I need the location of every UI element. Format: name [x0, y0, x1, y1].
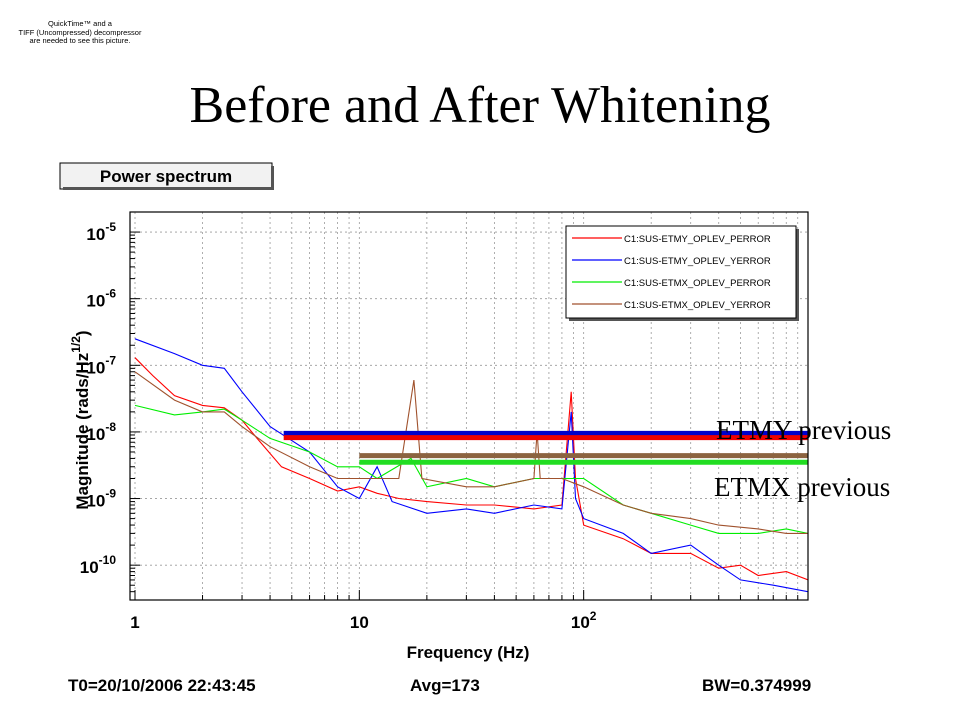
- y-tick-label: 10-6: [86, 287, 116, 311]
- x-tick-label: 1: [130, 613, 139, 632]
- tick-labels: 1 10 102 10-10 10-9 10-8 10-7 10-6 10-5: [80, 220, 597, 632]
- legend-entry-label: C1:SUS-ETMY_OPLEV_YERROR: [624, 256, 771, 267]
- y-tick-label: 10-5: [86, 220, 116, 244]
- footer-start-time: T0=20/10/2006 22:43:45: [68, 676, 256, 695]
- quicktime-line-2: TIFF (Uncompressed) decompressor: [18, 27, 142, 37]
- svg-text:Magnitude (rads/Hz1/2): Magnitude (rads/Hz1/2): [69, 330, 92, 509]
- y-axis-label-close: ): [73, 330, 92, 336]
- chart-title: Power spectrum: [100, 167, 232, 186]
- y-axis-label: Magnitude (rads/Hz1/2): [69, 330, 92, 509]
- y-tick-label: 10-8: [86, 420, 116, 444]
- chart-title-box: Power spectrum: [59, 162, 274, 190]
- plot-frame: [129, 211, 809, 601]
- x-tick-label: 102: [571, 609, 597, 632]
- previous-level-lines: [283, 430, 808, 465]
- y-tick-label: 10-7: [86, 353, 116, 377]
- slide-title: Before and After Whitening: [189, 77, 771, 134]
- footer: T0=20/10/2006 22:43:45 Avg=173 BW=0.3749…: [0, 676, 960, 706]
- y-axis-label-power: 1/2: [69, 336, 83, 353]
- plot-series: [134, 338, 808, 593]
- series-line: [134, 338, 808, 593]
- quicktime-line-1: QuickTime™ and a: [48, 19, 112, 28]
- y-tick-label: 10-9: [86, 487, 116, 511]
- etmy-previous-annotation: ETMY previous: [716, 415, 892, 445]
- legend-entry-label: C1:SUS-ETMX_OPLEV_PERROR: [624, 278, 771, 289]
- x-axis-label: Frequency (Hz): [407, 643, 530, 662]
- x-tick-label: 10: [350, 613, 369, 632]
- y-tick-label: 10-10: [80, 553, 117, 577]
- series-line: [134, 404, 808, 534]
- legend-entry-label: C1:SUS-ETMY_OPLEV_PERROR: [624, 234, 771, 245]
- legend-box: [565, 225, 797, 319]
- footer-bandwidth: BW=0.374999: [702, 676, 812, 695]
- etmx-previous-annotation: ETMX previous: [714, 472, 891, 502]
- series-line: [134, 371, 808, 534]
- legend: C1:SUS-ETMY_OPLEV_PERROR C1:SUS-ETMY_OPLE…: [565, 225, 799, 321]
- plot-ticks: [130, 211, 809, 601]
- legend-entry-label: C1:SUS-ETMX_OPLEV_YERROR: [624, 300, 771, 311]
- y-axis-label-text: Magnitude (rads/Hz: [73, 353, 92, 510]
- footer-averages: Avg=173: [410, 676, 480, 695]
- quicktime-line-3: are needed to see this picture.: [29, 36, 131, 45]
- quicktime-placeholder-note: QuickTime™ and a TIFF (Uncompressed) dec…: [0, 19, 160, 46]
- series-line: [134, 357, 808, 581]
